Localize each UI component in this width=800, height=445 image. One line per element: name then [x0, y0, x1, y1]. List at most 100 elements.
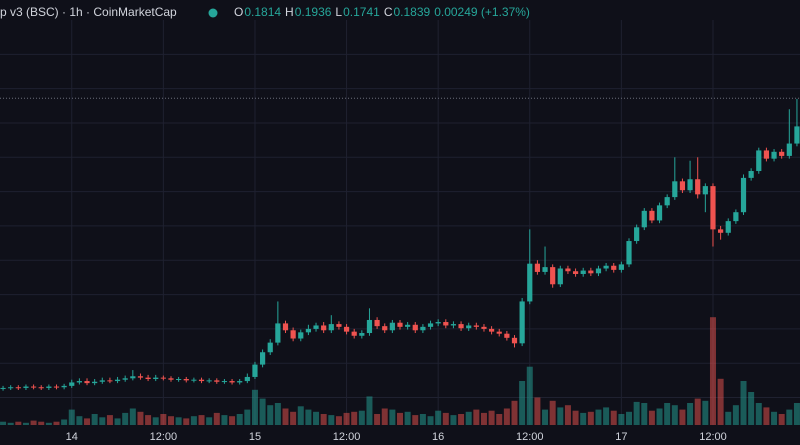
volume-bar: [580, 412, 587, 425]
candle-body: [557, 268, 563, 285]
volume-bar: [496, 414, 503, 425]
candle-body: [53, 386, 60, 388]
volume-bar: [542, 409, 549, 425]
volume-bar: [328, 415, 335, 425]
candle-body: [710, 186, 716, 230]
candle-body: [15, 387, 21, 389]
volume-bar: [175, 417, 182, 425]
volume-bar: [664, 403, 671, 425]
volume-bar: [473, 409, 480, 425]
volume-bar: [290, 411, 297, 425]
candle-body: [420, 326, 426, 331]
volume-bar: [267, 405, 274, 425]
candle-body: [389, 322, 395, 331]
volume-bar: [488, 410, 495, 425]
candle-body: [534, 263, 541, 272]
candle-body: [92, 381, 98, 384]
volume-bar: [603, 407, 610, 425]
volume-bar: [190, 416, 197, 425]
volume-bar: [198, 415, 205, 425]
time-axis-labels: 14 12:00 15 12:00 16 12:00 17 12:00: [66, 431, 727, 443]
volume-bar: [526, 366, 533, 425]
candle-body: [76, 381, 82, 383]
volume-bar: [7, 422, 14, 425]
volume-bar: [618, 414, 625, 425]
ohlc-legend: O 0.1814 H 0.1936 L 0.1741 C 0.1839 0.00249 (+1.…: [234, 5, 530, 19]
volume-bar: [572, 410, 579, 425]
x-tick-label: 12:00: [150, 431, 178, 443]
candle-body: [611, 265, 617, 270]
volume-bar: [427, 416, 434, 425]
candle-body: [756, 150, 762, 172]
candle-body: [0, 387, 6, 389]
candle-body: [351, 331, 357, 336]
volume-bar: [213, 412, 220, 425]
volume-bar: [221, 415, 228, 425]
volume-bar: [671, 405, 678, 425]
volume-bar: [404, 411, 411, 425]
volume-bar: [99, 417, 106, 425]
candle-body: [99, 380, 105, 382]
candle-body: [771, 151, 777, 159]
candle-body: [733, 212, 739, 222]
volume-bar: [297, 406, 304, 425]
volume-bar: [740, 381, 747, 425]
candle-body: [229, 381, 235, 383]
candle-body: [145, 377, 151, 380]
volume-bar: [786, 409, 793, 425]
volume-bar: [397, 412, 403, 425]
volume-bar: [564, 405, 571, 425]
volume-bar: [679, 409, 686, 425]
candle-body: [641, 210, 647, 228]
volume-bar: [717, 378, 724, 425]
volume-bar: [778, 414, 785, 425]
legend-value: 0.1814: [244, 5, 281, 19]
candle-body: [46, 386, 52, 388]
candle-body: [679, 181, 686, 191]
candle-body: [779, 151, 785, 156]
volume-bar: [282, 408, 289, 425]
candle-body: [572, 271, 579, 274]
candle-body: [427, 323, 434, 327]
candle-body: [122, 378, 128, 380]
x-tick-label: 16: [432, 431, 444, 443]
candle-body: [664, 197, 670, 206]
candle-body: [466, 325, 472, 329]
candle-body: [313, 325, 319, 329]
volume-bar: [641, 403, 648, 425]
volume-bar: [687, 403, 694, 425]
candle-body: [580, 270, 586, 274]
candle-body: [542, 267, 548, 272]
volume-bar: [229, 416, 236, 425]
x-tick-label: 12:00: [516, 431, 544, 443]
candle-body: [61, 385, 67, 388]
candle-body: [405, 324, 411, 327]
candle-body: [114, 379, 121, 382]
candle-body: [8, 387, 14, 389]
legend-value: 0.1839: [393, 5, 430, 19]
volume-bar: [244, 409, 251, 425]
x-tick-label: 14: [66, 431, 78, 443]
candle-body: [69, 382, 75, 386]
candle-body: [366, 319, 373, 334]
candle-body: [496, 331, 502, 334]
volume-bar: [480, 412, 487, 425]
volume-bar: [442, 412, 449, 425]
volume-bar: [15, 421, 22, 425]
legend-key: L: [335, 5, 342, 19]
volume-bar: [351, 411, 358, 425]
candle-body: [84, 381, 90, 384]
candle-body: [695, 179, 701, 195]
candle-body: [137, 376, 144, 378]
volume-bar: [702, 400, 709, 425]
candle-body: [290, 330, 296, 339]
volume-bar: [38, 421, 45, 425]
candle-body: [489, 328, 495, 332]
volume-bar: [557, 407, 564, 425]
candle-body: [191, 379, 197, 381]
volume-bar: [91, 414, 98, 425]
candle-body: [206, 380, 212, 382]
volume-bar: [748, 392, 755, 425]
volume-bar: [709, 317, 716, 425]
